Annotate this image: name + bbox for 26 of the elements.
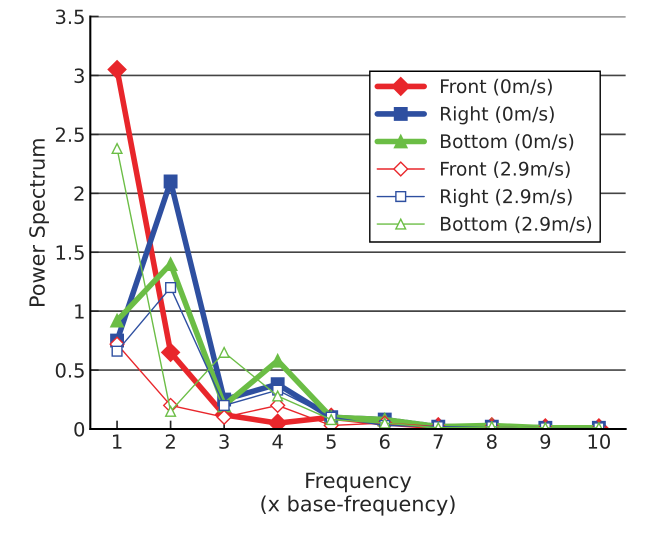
y-tick-label: 0 xyxy=(74,422,84,437)
x-tick-label: 10 xyxy=(588,434,610,449)
x-tick-label: 8 xyxy=(486,434,497,449)
legend-label: Right (0m/s) xyxy=(441,106,554,124)
x-tick-label: 9 xyxy=(540,434,550,449)
legend-label: Bottom (0m/s) xyxy=(441,134,574,151)
x-tick-label: 7 xyxy=(434,434,443,449)
y-axis-title: Power Spectrum xyxy=(29,139,49,306)
legend-label: Right (2.9m/s) xyxy=(441,188,572,207)
y-tick-label: 1 xyxy=(75,304,84,319)
legend-label: Bottom (2.9m/s) xyxy=(441,216,592,234)
legend-label: Front (0m/s) xyxy=(441,78,552,96)
x-tick-label: 1 xyxy=(113,434,122,449)
x-tick-label: 2 xyxy=(166,434,175,449)
x-tick-label: 6 xyxy=(380,434,390,449)
y-tick-label: 2.5 xyxy=(56,127,84,142)
y-tick-label: 3 xyxy=(74,68,84,84)
y-tick-label: 2 xyxy=(74,186,84,201)
x-tick-label: 5 xyxy=(326,434,336,449)
x-tick-label: 4 xyxy=(272,434,283,449)
legend-label: Front (2.9m/s) xyxy=(441,161,570,178)
x-tick-label: 3 xyxy=(219,434,229,449)
y-tick-label: 0.5 xyxy=(56,363,84,378)
y-tick-label: 1.5 xyxy=(56,245,84,260)
y-tick-label: 3.5 xyxy=(56,9,84,24)
x-axis-title: Frequency (x base-frequency) xyxy=(261,472,455,516)
